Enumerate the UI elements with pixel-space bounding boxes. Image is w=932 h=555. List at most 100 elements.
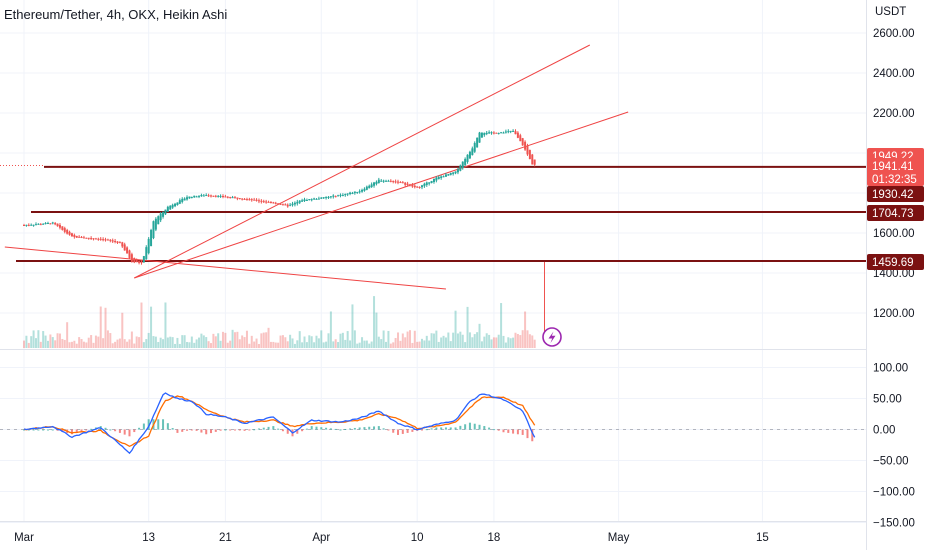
candle-body [502, 132, 505, 134]
volume-bar [92, 342, 95, 348]
price-tick-label: 2600.00 [873, 28, 915, 40]
volume-bar [178, 343, 181, 348]
candle-body [449, 172, 452, 175]
candle-body [39, 224, 42, 226]
volume-bar [408, 330, 411, 348]
candle-body [238, 198, 241, 200]
macd-histogram-bar [468, 422, 471, 430]
volume-bar [231, 329, 234, 348]
trend-line[interactable] [134, 111, 629, 279]
candle-body [293, 202, 296, 205]
candle-body [265, 201, 268, 203]
volume-bar [349, 340, 352, 348]
volume-bar [248, 343, 251, 348]
macd-histogram-bar [397, 429, 400, 435]
time-tick-label: 18 [488, 532, 501, 544]
candle-body [315, 198, 318, 200]
volume-bar [202, 335, 205, 348]
candle-body [317, 198, 320, 200]
volume-bar [368, 343, 371, 348]
volume-bar [166, 337, 169, 348]
macd-histogram-bar [492, 429, 495, 431]
macd-histogram-bar [42, 429, 45, 431]
volume-bar [23, 340, 25, 348]
oscillator-tick-label: 50.00 [873, 394, 902, 406]
volume-bar [87, 337, 90, 348]
candle-body [473, 143, 476, 152]
volume-bar [109, 333, 112, 348]
macd-histogram-bar [440, 427, 443, 430]
candle-body [528, 150, 531, 160]
volume-bar [447, 332, 450, 348]
price-tick-label: 1200.00 [873, 308, 915, 320]
candle-body [164, 209, 167, 215]
candle-body [152, 221, 155, 239]
macd-histogram-bar [473, 423, 476, 430]
price-tag [867, 205, 924, 221]
macd-histogram-bar [449, 427, 452, 430]
volume-bar [150, 306, 153, 348]
volume-bar [116, 339, 119, 348]
macd-histogram-bar [70, 429, 73, 435]
volume-bar [291, 338, 294, 348]
candle-body [420, 185, 423, 188]
macd-histogram-bar [387, 429, 390, 431]
macd-histogram-bar [262, 427, 265, 430]
trend-line[interactable] [134, 44, 591, 279]
candle-body [181, 198, 184, 202]
candle-body [413, 185, 416, 188]
macd-histogram-bar [224, 429, 227, 431]
volume-bar [320, 330, 323, 348]
volume-bar [174, 343, 177, 348]
macd-histogram-bar [392, 429, 395, 433]
candle-body [514, 131, 517, 135]
volume-bar [114, 341, 117, 348]
macd-histogram-bar [521, 429, 524, 435]
candle-body [512, 130, 515, 132]
time-tick-label: Apr [312, 532, 330, 544]
oscillator-tick-label: 100.00 [873, 363, 908, 375]
macd-histogram-bar [147, 419, 150, 430]
macd-histogram-bar [353, 427, 356, 430]
volume-bar [121, 312, 124, 348]
macd-histogram-bar [488, 427, 491, 430]
volume-bar [255, 338, 258, 348]
candle-body [90, 238, 93, 240]
drawing-lines[interactable] [4, 44, 866, 332]
macd-histogram-bar [248, 429, 251, 431]
macd-histogram-bar [483, 426, 486, 430]
volume-bar [42, 331, 45, 348]
candle-body [114, 240, 117, 243]
volume-bar [210, 343, 213, 348]
candle-body [478, 132, 481, 143]
trend-line[interactable] [4, 246, 447, 290]
volume-bar [94, 335, 97, 348]
candle-body [373, 182, 376, 186]
candle-body [87, 237, 90, 239]
candle-body [166, 206, 169, 212]
candle-body [310, 199, 313, 201]
macd-histogram-bar [315, 426, 318, 430]
candle-body [226, 196, 229, 198]
volume-bar [341, 332, 344, 348]
candle-body [68, 231, 71, 235]
candle-body [286, 204, 289, 207]
volume-bar [468, 332, 471, 348]
candle-body [284, 204, 287, 206]
candle-body [353, 191, 356, 194]
candle-body [130, 254, 133, 262]
candle-body [123, 244, 126, 251]
lightning-bolt-icon[interactable] [542, 327, 562, 347]
macd-histogram-bar [516, 429, 519, 435]
candle-body [327, 196, 330, 198]
volume-bar [332, 341, 335, 348]
candle-body [109, 239, 112, 241]
volume-bar [123, 339, 126, 348]
volume-bar [267, 327, 270, 348]
volume-bar [51, 337, 54, 348]
candle-body [476, 137, 479, 148]
macd-histogram-bar [253, 429, 256, 431]
candle-body [135, 260, 138, 263]
